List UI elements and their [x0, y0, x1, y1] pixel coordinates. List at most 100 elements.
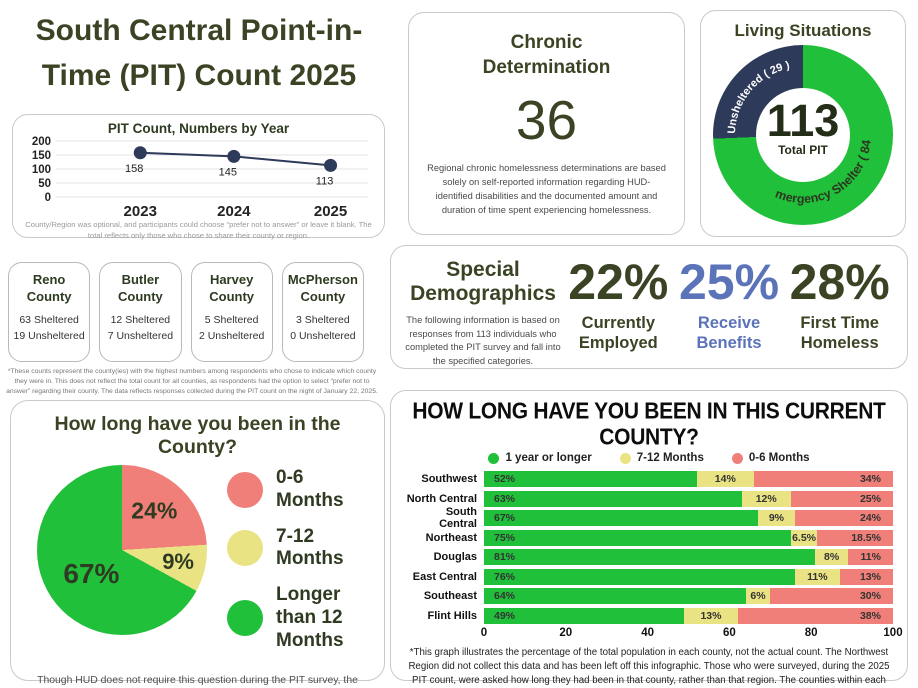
bar-axis-tick: 0 — [480, 627, 488, 639]
line-chart-point — [227, 149, 241, 163]
pie-slice-label: 24% — [131, 497, 178, 524]
bar-row: Douglas 81% 8% 11% — [405, 549, 893, 565]
pie-legend-item: Longer than 12 Months — [227, 584, 372, 652]
bar-segment: 14% — [696, 471, 754, 487]
bar-segment: 24% — [794, 510, 893, 526]
county-values: 3 Sheltered 0 Unsheltered — [283, 313, 363, 345]
bar-segment: 11% — [848, 549, 893, 565]
county-cards-row: Reno County 63 Sheltered 19 Unsheltered But… — [8, 262, 364, 362]
county-duration-pie-chart: 24% 9% 67% — [37, 465, 207, 635]
county-sheltered-count: 5 Sheltered — [204, 313, 259, 326]
bar-track: 49% 13% 38% — [484, 607, 893, 624]
bar-row-label: East Central — [412, 570, 477, 583]
county-unsheltered-count: 19 Unsheltered — [13, 329, 85, 342]
stat-column: 28% First Time Homeless — [784, 256, 895, 354]
bar-legend-label: 0-6 Months — [748, 452, 810, 464]
chronic-determination-card: Chronic Determination 36 Regional chroni… — [408, 12, 685, 235]
donut-total-value: 113 — [766, 95, 840, 146]
county-duration-legend: 0-6 Months 7-12 Months Longer than 12 Mont… — [227, 465, 372, 666]
county-values: 63 Sheltered 19 Unsheltered — [9, 313, 89, 345]
bar-segment: 38% — [737, 607, 893, 624]
county-card: McPherson County 3 Sheltered 0 Unsheltered — [281, 262, 364, 362]
bar-row: Flint Hills 49% 13% 38% — [405, 607, 893, 624]
region-duration-legend: 1 year or longer 7-12 Months 0-6 Months — [405, 452, 893, 464]
bar-legend-label: 1 year or longer — [505, 452, 592, 464]
bar-legend-swatch — [731, 452, 743, 464]
county-duration-title: How long have you been in the County? — [54, 413, 341, 458]
special-demographics-title: Special Demographics — [410, 258, 556, 306]
pie-legend-swatch — [227, 530, 263, 567]
county-cards-footnote: *These counts represent the county(ies) … — [6, 368, 378, 396]
county-card: Reno County 63 Sheltered 19 Unsheltered — [8, 262, 91, 362]
bar-segment: 67% — [484, 510, 759, 526]
bar-row: Northeast 75% 6.5% 18.5% — [405, 529, 893, 546]
bar-segment: 11% — [794, 568, 840, 585]
bar-segment: 13% — [839, 568, 893, 585]
bar-legend-label: 7-12 Months — [636, 452, 704, 464]
line-chart-xtick: 2025 — [314, 203, 347, 220]
pie-legend-label: 0-6 Months — [276, 467, 344, 511]
county-card: Harvey County 5 Sheltered 2 Unsheltered — [190, 262, 273, 362]
bar-segment: 9% — [758, 510, 795, 526]
pit-trend-title: PIT Count, Numbers by Year — [107, 121, 290, 136]
pie-slice-label: 67% — [63, 557, 120, 589]
bar-segment: 81% — [484, 549, 816, 565]
bar-axis-tick: 40 — [641, 627, 654, 639]
bar-row-label: Flint Hills — [427, 609, 478, 622]
special-demographics-intro: Special Demographics The following infor… — [403, 256, 563, 368]
county-card: Butler County 12 Sheltered 7 Unsheltered — [99, 262, 182, 362]
line-chart-ytick: 50 — [38, 178, 51, 190]
special-demographics-description: The following information is based on re… — [405, 315, 561, 366]
bar-row: North Central 63% 12% 25% — [405, 490, 893, 507]
county-unsheltered-count: 0 Unsheltered — [290, 329, 356, 342]
bar-axis-tick: 100 — [883, 627, 903, 639]
stat-label: Currently Employed — [578, 313, 658, 353]
bar-row-label: Northeast — [425, 531, 477, 544]
line-chart-point — [324, 158, 338, 172]
line-chart-point — [133, 146, 147, 160]
line-chart-value-label: 145 — [219, 166, 237, 178]
bar-segment: 25% — [790, 490, 893, 507]
bar-legend-item: 0-6 Months — [731, 452, 810, 464]
bar-track: 52% 14% 34% — [484, 471, 893, 487]
county-name: McPherson County — [287, 272, 358, 304]
living-situations-card: Living Situations Unsheltered ( 29 ) Eme… — [700, 10, 906, 237]
page-title-line1: South Central Point-in- — [35, 14, 363, 47]
pit-trend-card: PIT Count, Numbers by Year 200 150 100 50 0 1… — [12, 114, 385, 240]
stat-value: 25% — [678, 254, 780, 310]
county-values: 5 Sheltered 2 Unsheltered — [192, 313, 272, 345]
stat-label: Receive Benefits — [696, 313, 762, 353]
living-situations-donut-chart: Unsheltered ( 29 ) Emergency Shelter ( 8… — [713, 45, 893, 225]
pit-trend-footnote: County/Region was optional, and particip… — [25, 220, 372, 240]
stat-column: 22% Currently Employed — [563, 256, 674, 354]
bar-row: South Central 67% 9% 24% — [405, 506, 893, 530]
county-name: Reno County — [26, 272, 72, 304]
bar-track: 76% 11% 13% — [484, 568, 893, 585]
region-duration-bar-chart: Southwest 52% 14% 34% North Central 63% 12% 25%… — [405, 471, 893, 624]
county-name: Butler County — [117, 272, 163, 304]
bar-segment: 6.5% — [790, 529, 818, 546]
county-sheltered-count: 12 Sheltered — [110, 313, 171, 326]
chronic-title: Chronic Determination — [482, 32, 611, 78]
special-demographics-stats: 22% Currently Employed 25% Receive Benefits… — [563, 256, 895, 354]
pit-trend-line-chart: 200 150 100 50 0 158 2023 145 2024 113 2025 — [32, 136, 368, 220]
line-chart-xtick: 2023 — [124, 203, 157, 220]
bar-legend-item: 1 year or longer — [488, 452, 592, 464]
stat-value: 28% — [789, 254, 890, 310]
pie-legend-label: Longer than 12 Months — [276, 584, 344, 651]
county-sheltered-count: 3 Sheltered — [296, 313, 350, 326]
county-values: 12 Sheltered 7 Unsheltered — [100, 313, 180, 345]
bar-axis-tick: 80 — [804, 627, 818, 639]
bar-segment: 12% — [741, 490, 791, 507]
bar-row-label: North Central — [406, 492, 477, 505]
pie-legend-swatch — [227, 471, 263, 508]
line-chart-xtick: 2024 — [217, 203, 251, 220]
bar-axis-tick: 60 — [722, 627, 736, 639]
donut-total-label: Total PIT — [778, 142, 828, 157]
stat-column: 25% Receive Benefits — [674, 256, 785, 354]
pie-legend-item: 7-12 Months — [227, 526, 372, 572]
line-chart-value-label: 158 — [125, 163, 143, 175]
bar-track: 63% 12% 25% — [484, 490, 893, 507]
county-duration-footnote: Though HUD does not require this questio… — [37, 674, 358, 686]
bar-segment: 13% — [684, 607, 738, 624]
